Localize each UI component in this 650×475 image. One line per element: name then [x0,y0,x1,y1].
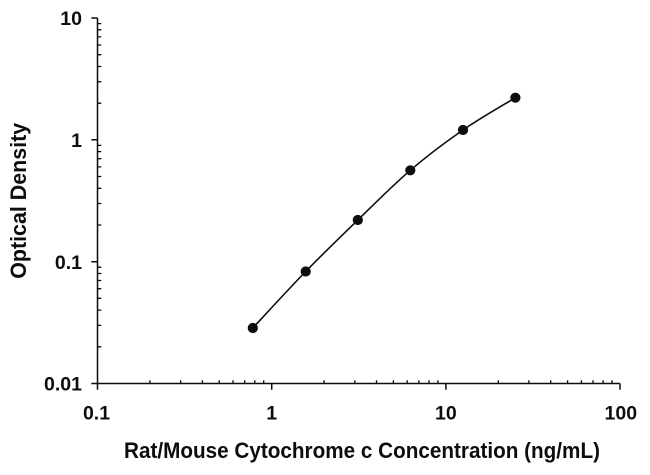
svg-text:100: 100 [605,403,638,425]
svg-text:1: 1 [266,403,277,425]
svg-text:1: 1 [71,130,82,152]
svg-text:0.01: 0.01 [44,374,82,396]
svg-text:Optical Density: Optical Density [6,122,31,279]
svg-text:Rat/Mouse Cytochrome c Concent: Rat/Mouse Cytochrome c Concentration (ng… [124,438,600,463]
svg-text:10: 10 [60,8,82,30]
svg-text:10: 10 [435,403,457,425]
svg-text:0.1: 0.1 [83,403,110,425]
svg-text:0.1: 0.1 [55,252,82,274]
